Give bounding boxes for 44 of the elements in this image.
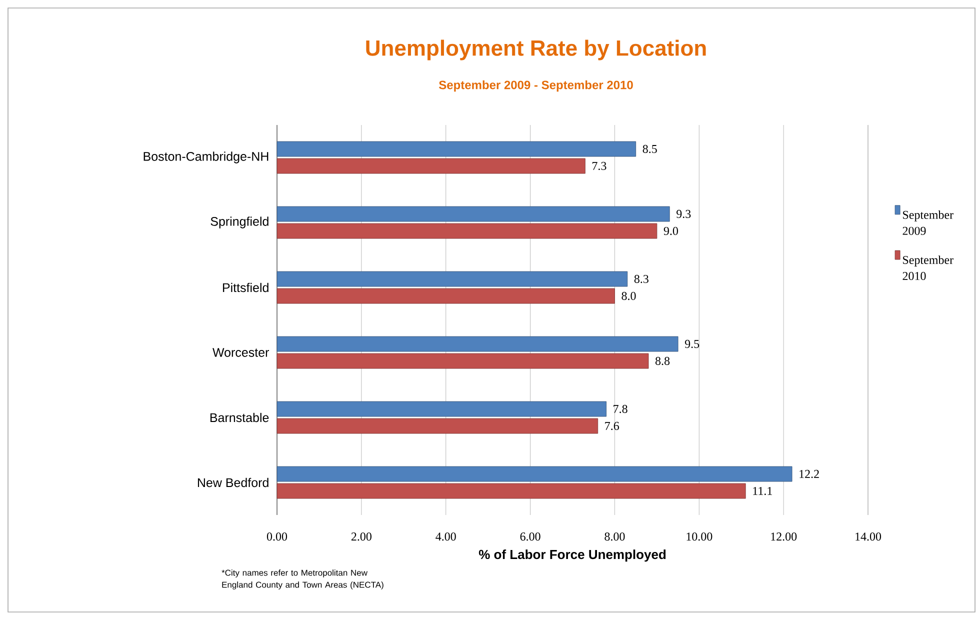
y-tick-label: Boston-Cambridge-NH bbox=[144, 152, 268, 164]
bar bbox=[276, 271, 628, 287]
data-label: 8.8 bbox=[655, 356, 670, 366]
chart-subtitle: September 2009 - September 2010 bbox=[438, 80, 633, 92]
data-label: 7.3 bbox=[592, 162, 606, 170]
x-tick-label: 2.00 bbox=[351, 532, 372, 541]
bar bbox=[276, 223, 658, 239]
data-label: 8.5 bbox=[642, 144, 657, 154]
data-label: 9.3 bbox=[676, 210, 691, 218]
bar bbox=[276, 336, 678, 352]
y-tick-label: Barnstable bbox=[210, 412, 269, 422]
y-tick-label: Worcester bbox=[212, 348, 269, 357]
x-tick-label: 0.00 bbox=[266, 532, 288, 541]
y-tick-label: New Bedford bbox=[198, 478, 268, 488]
data-label: 7.8 bbox=[614, 404, 628, 414]
x-tick-label: 4.00 bbox=[436, 532, 456, 541]
x-axis-title: % of Labor Force Unemployed bbox=[478, 550, 666, 562]
bar bbox=[276, 401, 606, 417]
bar bbox=[276, 288, 615, 304]
data-label: 9.5 bbox=[684, 340, 700, 348]
data-label: 9.0 bbox=[664, 226, 678, 236]
bar bbox=[276, 353, 649, 369]
bar bbox=[276, 158, 586, 174]
x-tick-label: 10.00 bbox=[686, 532, 712, 541]
data-label: 7.6 bbox=[605, 422, 620, 430]
y-tick-label: Springfield bbox=[210, 216, 268, 228]
data-label: 8.0 bbox=[622, 292, 636, 300]
bar bbox=[276, 206, 670, 222]
legend-label: September 2010 bbox=[902, 256, 954, 280]
data-label: 11.1 bbox=[753, 486, 772, 496]
data-label: 8.3 bbox=[634, 274, 648, 284]
text: *City names refer to Metropolitan New England County and Town Areas (NECTA) bbox=[222, 570, 384, 590]
x-tick-label: 12.00 bbox=[771, 532, 797, 541]
bar bbox=[276, 483, 746, 499]
data-label: 12.2 bbox=[800, 470, 819, 478]
x-tick-label: 14.00 bbox=[856, 532, 882, 541]
bar bbox=[276, 418, 598, 434]
x-tick-label: 6.00 bbox=[520, 532, 540, 541]
x-tick-label: 8.00 bbox=[604, 532, 625, 541]
bar bbox=[276, 141, 636, 157]
legend-label: September 2009 bbox=[902, 210, 954, 235]
chart-title: Unemployment Rate by Location bbox=[366, 40, 706, 60]
y-tick-label: Pittsfield bbox=[222, 282, 268, 292]
bar bbox=[276, 466, 792, 482]
